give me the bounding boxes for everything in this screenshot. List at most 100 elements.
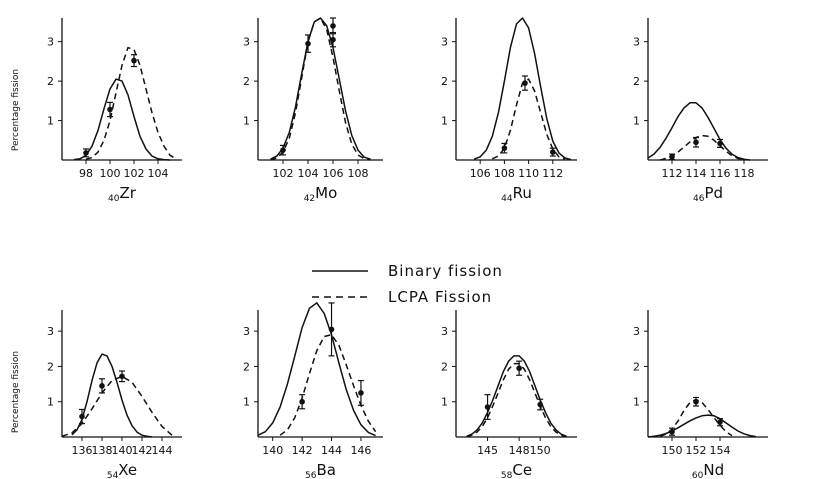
x-tick-label: 110 (518, 167, 539, 180)
x-tick-label: 144 (321, 444, 342, 457)
binary-fission-curve (473, 17, 572, 161)
data-point (328, 326, 335, 333)
panel-ba: 1 2 3 140 142 144 146 56Ba (243, 302, 383, 479)
element-label: 56Ba (305, 461, 336, 479)
y-tick-label: 2 (441, 75, 448, 88)
lcpa-fission-curve (270, 17, 371, 161)
x-tick-label: 145 (477, 444, 498, 457)
y-tick-label: 3 (47, 36, 54, 49)
data-point (550, 149, 556, 155)
panel-mo: 1 2 3 102 104 106 108 42Mo (243, 17, 383, 204)
x-tick-label: 150 (662, 444, 683, 457)
y-tick-label: 3 (243, 36, 250, 49)
y-tick-label: 3 (47, 325, 54, 338)
data-point (358, 390, 364, 396)
lcpa-fission-curve (61, 375, 173, 438)
panel-ce: 1 2 3 145 148 150 58Ce (441, 310, 577, 479)
x-tick-label: 136 (72, 444, 93, 457)
data-point (693, 398, 699, 405)
data-point (330, 36, 336, 43)
data-point (99, 383, 105, 389)
x-tick-label: 140 (112, 444, 133, 457)
x-tick-label: 108 (348, 167, 369, 180)
data-point (669, 154, 675, 160)
panel-pd: 1 2 3 112 114 116 118 46Pd (633, 18, 768, 204)
y-tick-label: 3 (441, 325, 448, 338)
data-point (299, 398, 305, 405)
x-tick-label: 116 (710, 167, 731, 180)
x-tick-label: 144 (152, 444, 173, 457)
x-tick-label: 112 (662, 167, 683, 180)
element-label: 46Pd (693, 184, 723, 204)
data-point (669, 428, 675, 435)
lcpa-fission-curve (659, 134, 745, 161)
x-tick-label: 138 (92, 444, 113, 457)
x-tick-label: 104 (148, 167, 169, 180)
y-tick-label: 3 (633, 325, 640, 338)
x-tick-label: 152 (686, 444, 707, 457)
data-point (79, 413, 85, 420)
data-point (83, 150, 89, 156)
element-label: 44Ru (501, 184, 532, 204)
y-tick-label: 1 (441, 396, 448, 409)
y-tick-label: 3 (243, 325, 250, 338)
y-tick-label: 3 (441, 36, 448, 49)
x-tick-label: 102 (124, 167, 145, 180)
data-point (693, 139, 699, 146)
x-tick-label: 142 (292, 444, 313, 457)
data-point (717, 419, 723, 425)
panel-zr: 1 2 3 98 100 102 104 40Zr (47, 18, 182, 204)
y-tick-label: 2 (633, 360, 640, 373)
element-atomic-number: 54 (107, 471, 119, 479)
panel-ru: 1 2 3 106 108 110 112 44Ru (441, 17, 577, 204)
x-tick-label: 150 (530, 444, 551, 457)
x-tick-label: 98 (79, 167, 93, 180)
data-point (280, 147, 286, 153)
element-symbol: Ru (513, 184, 532, 202)
binary-fission-curve (466, 355, 567, 437)
x-tick-label: 106 (323, 167, 344, 180)
element-symbol: Nd (703, 461, 724, 479)
data-point (305, 40, 311, 47)
element-symbol: Zr (120, 184, 137, 202)
lcpa-fission-curve (279, 333, 377, 436)
data-point (516, 365, 522, 372)
x-tick-label: 114 (686, 167, 707, 180)
data-point (330, 23, 336, 29)
data-point (717, 140, 723, 147)
element-label: 60Nd (692, 461, 724, 479)
element-atomic-number: 44 (501, 194, 513, 204)
x-tick-label: 106 (470, 167, 491, 180)
binary-fission-curve (257, 302, 376, 437)
y-tick-label: 1 (243, 115, 250, 128)
y-axis-label-top: Percentage fission (11, 69, 21, 151)
y-tick-label: 1 (441, 115, 448, 128)
x-tick-label: 140 (262, 444, 283, 457)
data-point (484, 404, 491, 410)
y-tick-label: 1 (47, 396, 54, 409)
element-label: 54Xe (107, 461, 137, 479)
x-tick-label: 102 (273, 167, 294, 180)
data-point (119, 373, 125, 380)
y-tick-label: 1 (633, 115, 640, 128)
y-tick-label: 1 (633, 396, 640, 409)
element-symbol: Mo (315, 184, 337, 202)
y-tick-label: 2 (441, 360, 448, 373)
element-atomic-number: 56 (305, 471, 317, 479)
x-tick-label: 104 (298, 167, 319, 180)
lcpa-fission-curve (466, 362, 567, 438)
x-tick-label: 100 (100, 167, 121, 180)
y-tick-label: 2 (47, 360, 54, 373)
element-atomic-number: 40 (108, 194, 120, 204)
legend: Binary fission LCPA Fission (312, 262, 502, 306)
lcpa-fission-curve (85, 46, 177, 160)
element-atomic-number: 60 (692, 471, 704, 479)
y-axis-label-bottom: Percentage fission (11, 351, 21, 433)
legend-label-lcpa: LCPA Fission (388, 288, 492, 306)
element-symbol: Pd (704, 184, 723, 202)
element-atomic-number: 58 (501, 471, 513, 479)
binary-fission-curve (73, 78, 171, 161)
x-tick-label: 154 (710, 444, 731, 457)
